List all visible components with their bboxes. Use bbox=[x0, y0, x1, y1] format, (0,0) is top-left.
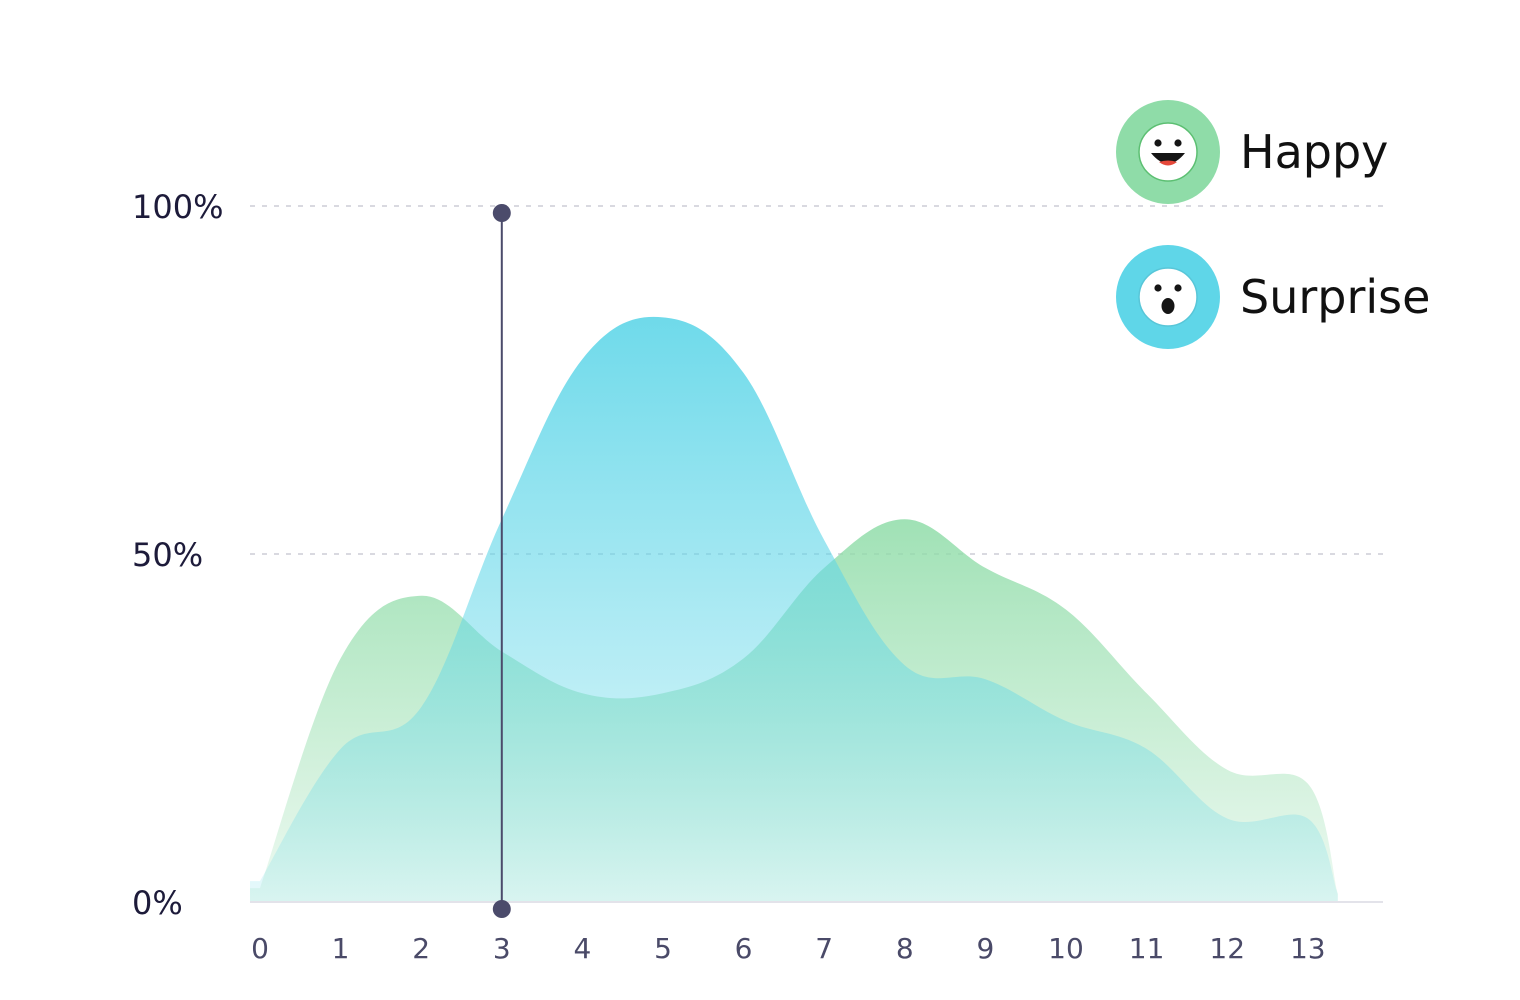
x-tick-label: 10 bbox=[1048, 932, 1084, 965]
y-axis-ticks: 0% 50% 100% bbox=[132, 188, 223, 922]
legend-label: Happy bbox=[1240, 125, 1388, 179]
x-tick-label: 11 bbox=[1129, 932, 1165, 965]
series-areas bbox=[250, 316, 1338, 902]
x-tick-label: 4 bbox=[573, 932, 591, 965]
x-tick-label: 6 bbox=[735, 932, 753, 965]
y-tick-label: 50% bbox=[132, 536, 203, 574]
x-tick-label: 13 bbox=[1290, 932, 1326, 965]
x-tick-label: 2 bbox=[412, 932, 430, 965]
x-tick-label: 9 bbox=[976, 932, 994, 965]
x-tick-label: 5 bbox=[654, 932, 672, 965]
legend: Happy Surprise bbox=[1116, 100, 1430, 349]
x-tick-label: 12 bbox=[1209, 932, 1245, 965]
y-tick-label: 0% bbox=[132, 884, 183, 922]
marker-handle-top[interactable] bbox=[492, 204, 511, 222]
x-tick-label: 7 bbox=[815, 932, 833, 965]
grid-lines bbox=[250, 205, 1383, 555]
x-tick-label: 8 bbox=[896, 932, 914, 965]
happy-face-icon bbox=[1138, 122, 1198, 182]
legend-label: Surprise bbox=[1240, 270, 1430, 324]
surprised-face-icon bbox=[1138, 267, 1198, 327]
x-tick-label: 1 bbox=[332, 932, 350, 965]
marker-line[interactable] bbox=[492, 204, 511, 918]
area-surprise bbox=[250, 316, 1338, 902]
legend-item-surprise: Surprise bbox=[1116, 245, 1430, 349]
x-axis-ticks: 0 1 2 3 4 5 6 7 8 9 10 11 12 13 bbox=[251, 932, 1326, 965]
x-tick-label: 3 bbox=[493, 932, 511, 965]
x-tick-label: 0 bbox=[251, 932, 269, 965]
marker-handle-bottom[interactable] bbox=[492, 900, 511, 918]
y-tick-label: 100% bbox=[132, 188, 223, 226]
legend-item-happy: Happy bbox=[1116, 100, 1388, 204]
